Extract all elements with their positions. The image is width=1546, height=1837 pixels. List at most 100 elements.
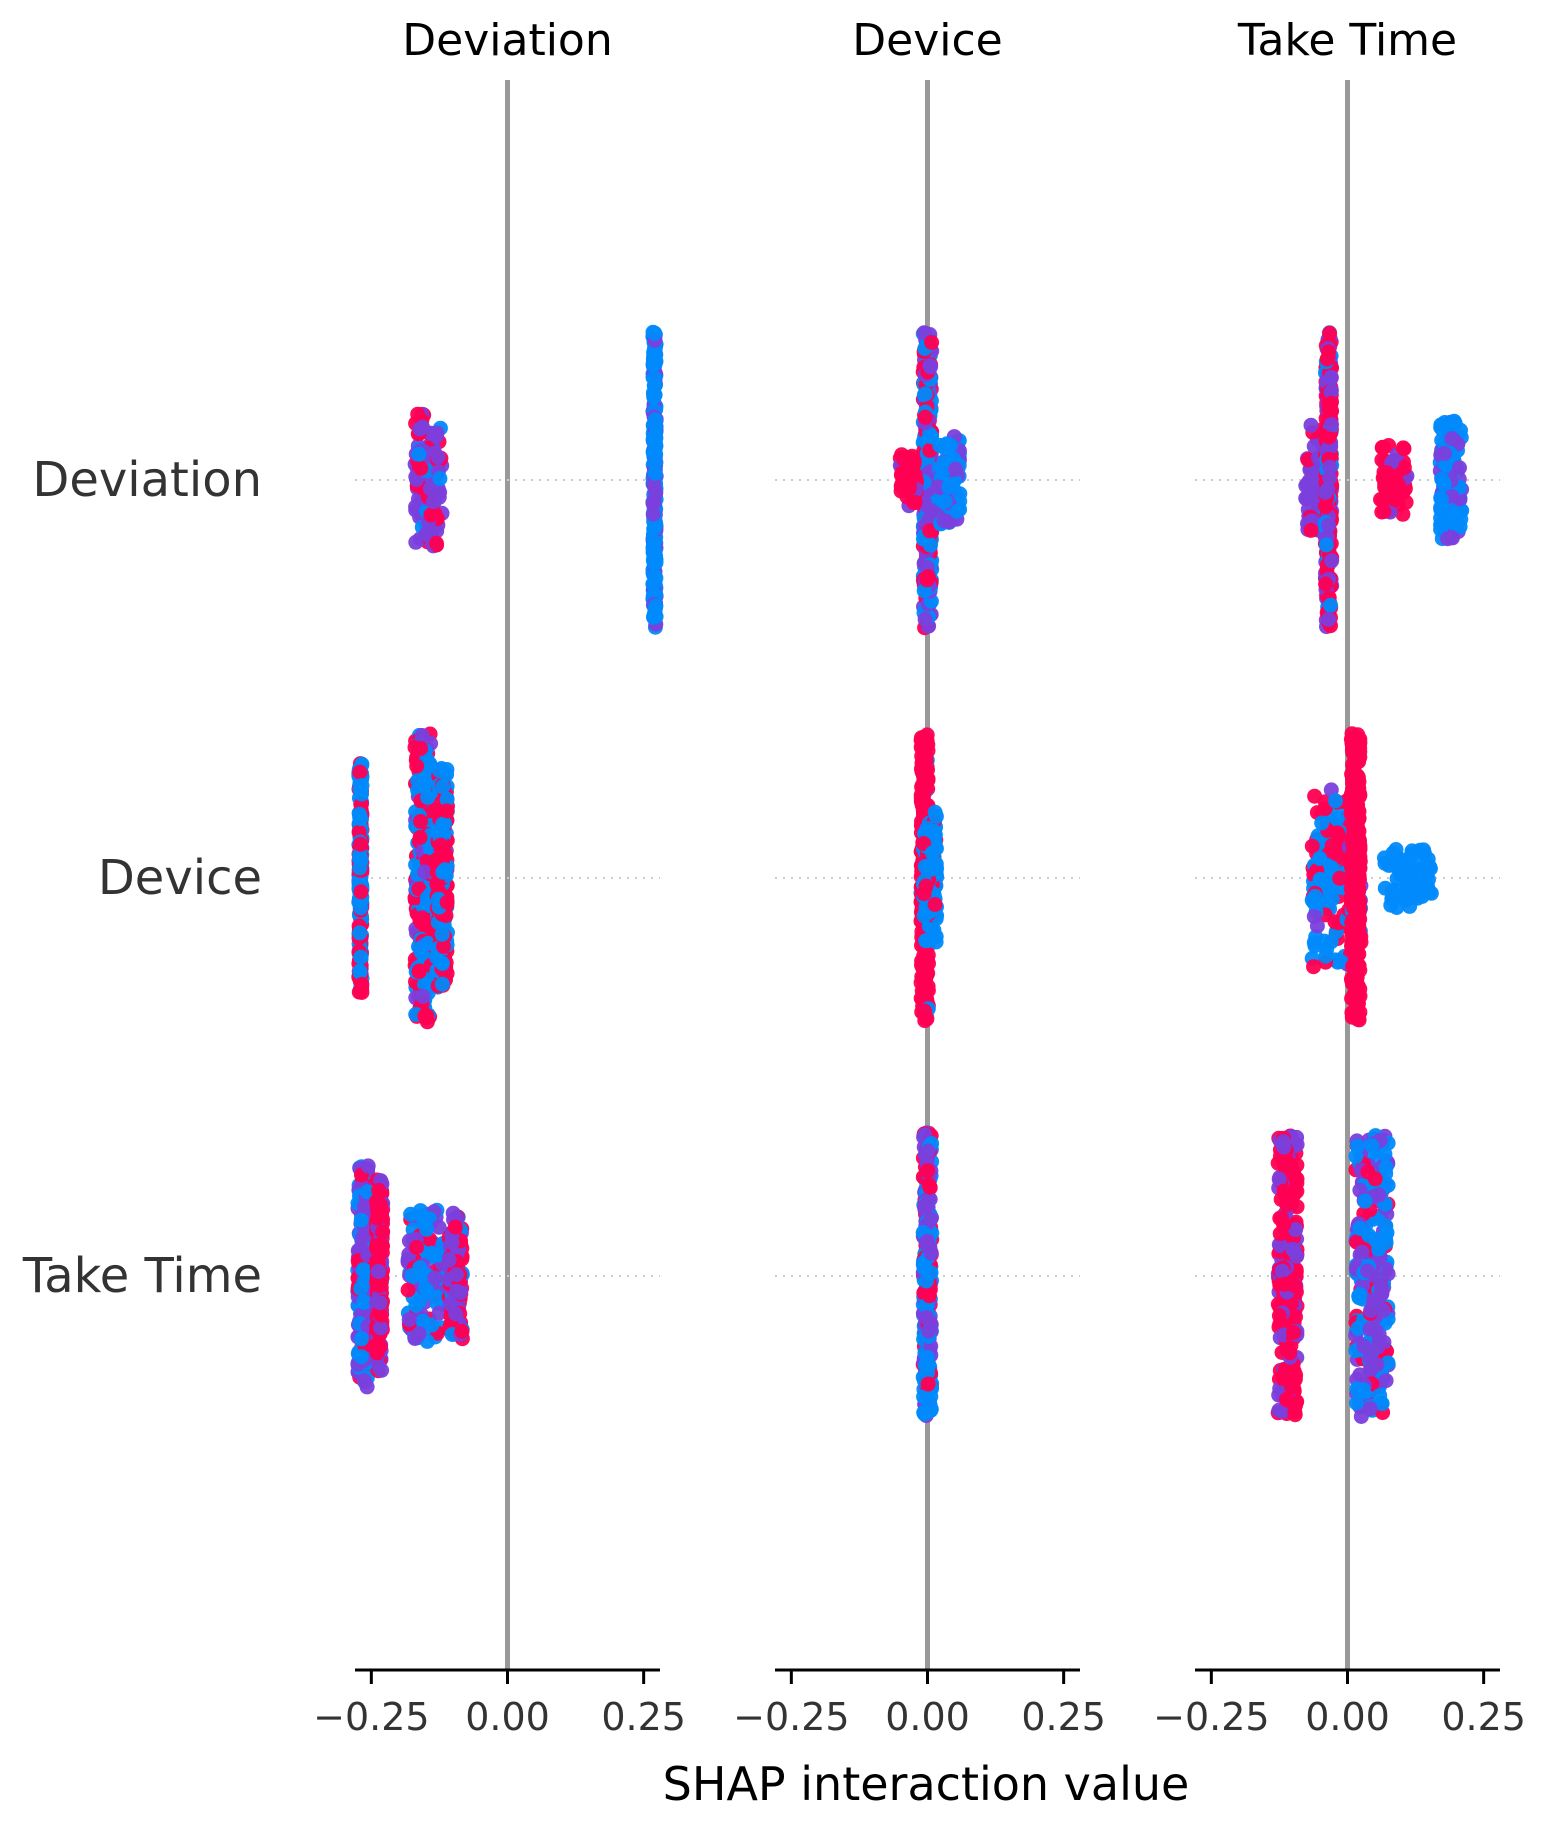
beeswarm-point	[646, 389, 662, 405]
beeswarm-point	[352, 963, 368, 979]
beeswarm-point	[433, 837, 449, 853]
beeswarm-point	[917, 1199, 932, 1215]
beeswarm-point	[1433, 517, 1449, 533]
beeswarm-point	[1321, 517, 1336, 533]
beeswarm-point	[425, 494, 441, 510]
beeswarm-point	[448, 1267, 464, 1283]
beeswarm-point	[917, 409, 933, 425]
beeswarm-point	[429, 1289, 445, 1305]
beeswarm-point	[428, 535, 444, 551]
beeswarm-point	[1274, 1404, 1290, 1419]
x-axis-label: SHAP interaction value	[663, 1757, 1190, 1811]
beeswarm-point	[916, 1258, 932, 1274]
beeswarm-point	[927, 897, 943, 912]
beeswarm-point	[1384, 884, 1400, 899]
x-tick-label: 0.25	[1021, 1695, 1106, 1739]
beeswarm-point	[646, 477, 662, 493]
beeswarm-point	[1376, 440, 1391, 456]
beeswarm-point	[647, 326, 663, 341]
beeswarm-point	[419, 1221, 435, 1237]
beeswarm-point	[1289, 1129, 1305, 1145]
beeswarm-point	[1367, 1232, 1383, 1248]
beeswarm-point	[1376, 504, 1392, 520]
beeswarm-point	[1350, 1320, 1366, 1336]
beeswarm-point	[401, 1312, 417, 1328]
beeswarm-point	[439, 767, 455, 782]
beeswarm-point	[1321, 611, 1337, 627]
beeswarm-point	[1270, 1155, 1286, 1171]
row-label: Device	[98, 850, 262, 906]
beeswarm-point	[1351, 923, 1367, 939]
beeswarm-point	[1378, 1159, 1394, 1175]
x-tick-label: −0.25	[733, 1695, 849, 1739]
beeswarm-point	[1373, 1279, 1389, 1295]
column-title: Device	[852, 15, 1002, 66]
beeswarm-point	[921, 1288, 937, 1304]
beeswarm-point	[939, 436, 955, 452]
beeswarm-point	[417, 864, 433, 880]
beeswarm-point	[408, 1297, 424, 1313]
beeswarm-point	[1346, 875, 1362, 891]
beeswarm-point	[404, 1267, 420, 1283]
beeswarm-point	[1448, 508, 1464, 524]
beeswarm-point	[928, 934, 944, 950]
beeswarm-point	[411, 963, 427, 979]
beeswarm-point	[447, 1219, 463, 1235]
beeswarm-point	[1395, 506, 1411, 522]
beeswarm-point	[916, 836, 932, 852]
beeswarm-point	[919, 498, 935, 514]
beeswarm-point	[353, 1212, 369, 1228]
beeswarm-point	[1303, 522, 1319, 538]
beeswarm-point	[1324, 891, 1340, 907]
beeswarm-point	[922, 1179, 938, 1195]
beeswarm-point	[1379, 465, 1395, 481]
beeswarm-point	[419, 526, 435, 542]
beeswarm-point	[646, 608, 662, 624]
beeswarm-point	[359, 1184, 375, 1200]
beeswarm-point	[1329, 811, 1345, 827]
beeswarm-point	[924, 845, 940, 861]
beeswarm-point	[645, 355, 661, 371]
beeswarm-point	[359, 1379, 375, 1395]
beeswarm-point	[413, 460, 429, 476]
beeswarm-point	[913, 990, 929, 1006]
beeswarm-point	[1321, 429, 1337, 445]
beeswarm-point	[415, 1208, 431, 1224]
beeswarm-point	[1306, 959, 1321, 975]
beeswarm-point	[449, 1283, 465, 1299]
x-axes: −0.25 0.00 0.25 −0.25 0.00 0.25 −0.25 0.00 0.25	[313, 1668, 1526, 1739]
beeswarm-point	[357, 1272, 373, 1288]
beeswarm-point	[1287, 1407, 1303, 1423]
beeswarm-point	[928, 808, 944, 824]
beeswarm-point	[1380, 1355, 1396, 1371]
beeswarm-point	[920, 1143, 936, 1159]
beeswarm-point	[1347, 967, 1363, 982]
beeswarm-point	[1391, 482, 1407, 498]
beeswarm-point	[918, 878, 934, 894]
beeswarm-point	[949, 503, 965, 519]
beeswarm-point	[941, 479, 957, 495]
beeswarm-point	[916, 1389, 932, 1405]
beeswarm-point	[1452, 460, 1467, 476]
column-title: Deviation	[402, 15, 612, 66]
beeswarm-point	[353, 1349, 369, 1365]
beeswarm-point	[1401, 853, 1417, 869]
beeswarm-point	[408, 534, 424, 550]
beeswarm-point	[1370, 1339, 1386, 1355]
beeswarm-point	[1303, 417, 1319, 433]
beeswarm-point	[356, 1294, 372, 1310]
beeswarm-point	[1434, 491, 1449, 507]
beeswarm-point	[422, 481, 438, 497]
beeswarm-point	[948, 461, 964, 477]
beeswarm-point	[409, 758, 425, 774]
beeswarm-point	[917, 755, 932, 771]
beeswarm-point	[1352, 903, 1368, 919]
beeswarm-point	[431, 1305, 447, 1321]
beeswarm-point	[454, 1323, 470, 1339]
beeswarm-point	[1288, 1222, 1304, 1238]
x-tick-label: −0.25	[1153, 1695, 1269, 1739]
beeswarm-point	[647, 535, 662, 550]
beeswarm-point	[645, 506, 661, 522]
beeswarm-point	[647, 517, 663, 533]
beeswarm-point	[434, 955, 450, 971]
